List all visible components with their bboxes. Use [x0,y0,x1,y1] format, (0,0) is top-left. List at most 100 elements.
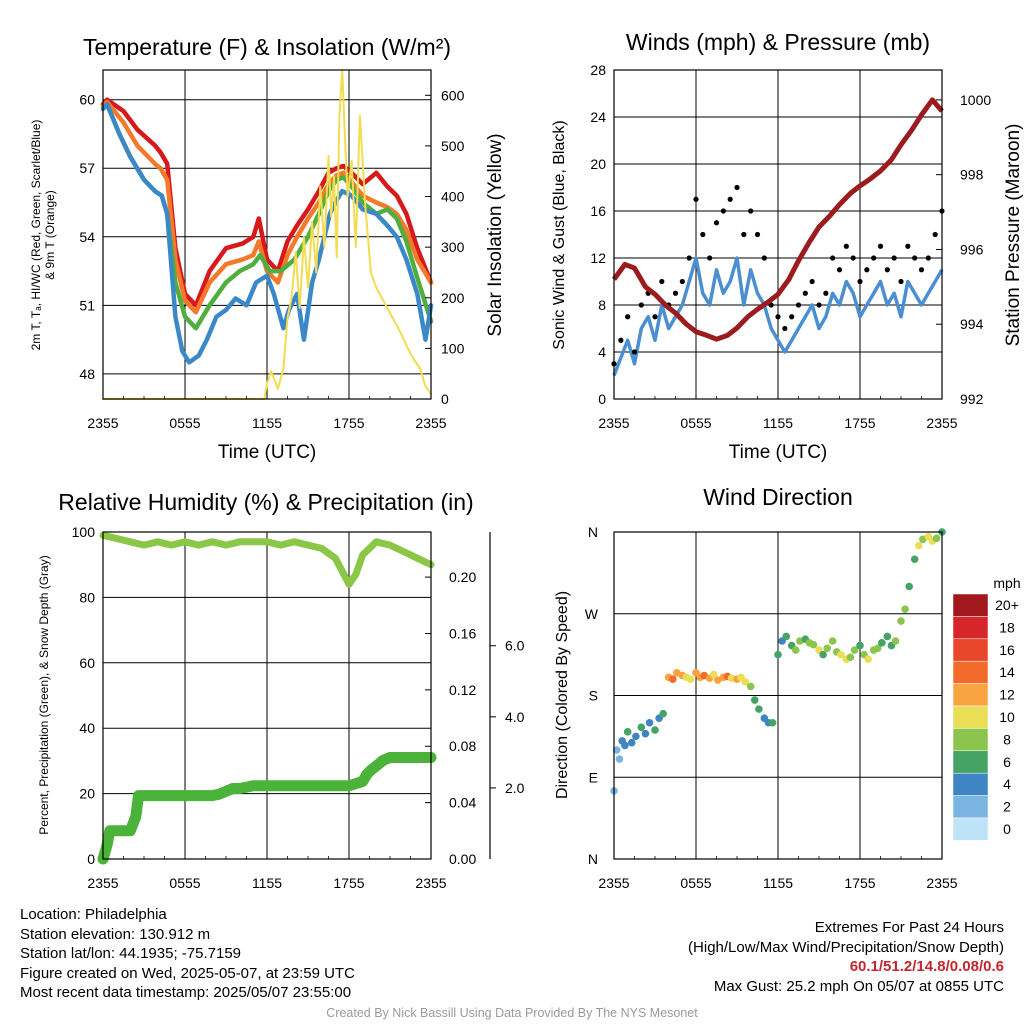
colorbar-swatch [952,817,989,841]
direction-point [864,655,872,663]
direction-point [612,746,621,754]
direction-point [782,632,790,641]
gust-point [830,255,836,261]
colorbar-swatch [952,616,989,640]
y2-tick-label: 0.04 [449,795,476,811]
y3-tick-label: 2.0 [505,780,525,796]
gust-point [775,314,781,320]
gust-point [720,208,726,214]
recent-data-text: Most recent data timestamp: 2025/05/07 2… [20,984,352,1001]
x-tick-label: 1155 [763,875,793,891]
wind-direction-grid [614,532,942,859]
direction-point [932,534,941,543]
gust-point [802,290,808,296]
elevation-text: Station elevation: 130.912 m [20,925,211,943]
extremes-header: Extremes For Past 24 Hours [814,919,1004,936]
station-info: Location: Philadelphia Station elevation… [20,905,355,1003]
humidity-title: Relative Humidity (%) & Precipitation (i… [58,489,473,515]
colorbar-label: 4 [1003,776,1011,792]
gust-point [686,255,692,261]
location-text: Location: Philadelphia [20,906,167,923]
y-tick-label: N [588,851,598,867]
direction-point [809,640,818,649]
y-tick-label: 57 [79,160,95,176]
y-tick-label: 8 [598,297,606,313]
gust-point [918,267,925,273]
x-tick-label: 1755 [844,875,875,891]
temperature-ylabel-line1: 2m T, Tₐ, HI/WC (Red, Green, Scarlet/Blu… [29,120,43,351]
colorbar-label: 20+ [995,597,1019,613]
gust-point [864,267,870,273]
y2-tick-label: 100 [441,340,465,356]
gust-point [823,290,829,296]
gust-point [877,243,884,249]
direction-point [637,723,646,732]
y2-tick-label: 0.12 [449,682,476,698]
x-tick-label: 0555 [680,875,711,891]
direction-point [621,741,629,750]
gust-point [693,196,699,202]
humidity-grid [103,532,431,859]
y3-tick-label: 4.0 [505,709,525,725]
colorbar-swatch [952,638,989,662]
direction-point [668,675,677,683]
gust-point [631,349,638,355]
gust-point [891,255,897,261]
humidity-ticks: 0 20 40 60 80 100 0.00 0.04 0.08 0.12 0.16 0.20 2.0 4… [72,524,525,891]
x-tick-label: 1155 [252,415,282,431]
x-tick-label: 2355 [598,875,629,891]
direction-point [901,605,909,614]
gust-point [741,231,747,238]
gust-point [809,278,815,285]
temperature-panel: Temperature (F) & Insolation (W/m²) 48 51… [29,34,506,463]
direction-point [828,637,837,645]
y-tick-label: E [589,769,598,785]
direction-point [910,555,919,564]
pressure-y2label: Station Pressure (Maroon) [1003,124,1024,347]
temperature-series [100,69,434,400]
x-tick-label: 2355 [87,415,118,431]
direction-point [615,755,624,763]
gust-point [727,196,733,202]
direction-point [641,729,650,738]
y2-tick-label: 996 [960,241,984,257]
gust-point [652,314,658,320]
y2-tick-label: 992 [960,391,984,407]
gust-point [925,255,931,261]
gust-point [638,302,644,308]
temperature-ylabel-line2: & 9m T (Orange) [43,190,57,280]
winds-xlabel: Time (UTC) [729,442,828,463]
y2-tick-label: 0.16 [449,625,476,641]
y-tick-label: N [588,524,598,540]
direction-point [651,726,659,734]
gust-point [905,243,911,249]
x-tick-label: 2355 [926,415,957,431]
wind-line [612,256,944,377]
latlon-text: Station lat/lon: 44.1935; -75.7159 [20,945,242,962]
y-tick-label: 28 [590,62,606,78]
colorbar-swatch [952,593,989,617]
humidity-line [99,531,435,588]
x-tick-label: 2355 [926,875,957,891]
x-tick-label: 1155 [252,875,282,891]
gust-point [679,278,685,285]
y3-tick-label: 6.0 [505,638,525,654]
winds-ticks: 0 4 8 12 16 20 24 28 992 994 996 998 1000 2355 0555 115… [590,62,991,431]
direction-point [686,675,695,683]
direction-point [750,696,759,704]
gust-point [850,255,856,261]
wind-direction-points [610,528,946,795]
direction-point [878,639,886,647]
humidity-ylabel: Percent, Precipitation (Green), & Snow D… [37,555,51,834]
y-tick-label: 54 [79,229,95,245]
y-tick-label: S [589,688,598,704]
colorbar-swatch [952,705,989,729]
y-tick-label: 4 [598,344,606,360]
created-text: Figure created on Wed, 2025-05-07, at 23… [20,964,355,982]
winds-title: Winds (mph) & Pressure (mb) [626,29,930,55]
x-tick-label: 1755 [333,875,364,891]
gust-point [836,267,843,273]
